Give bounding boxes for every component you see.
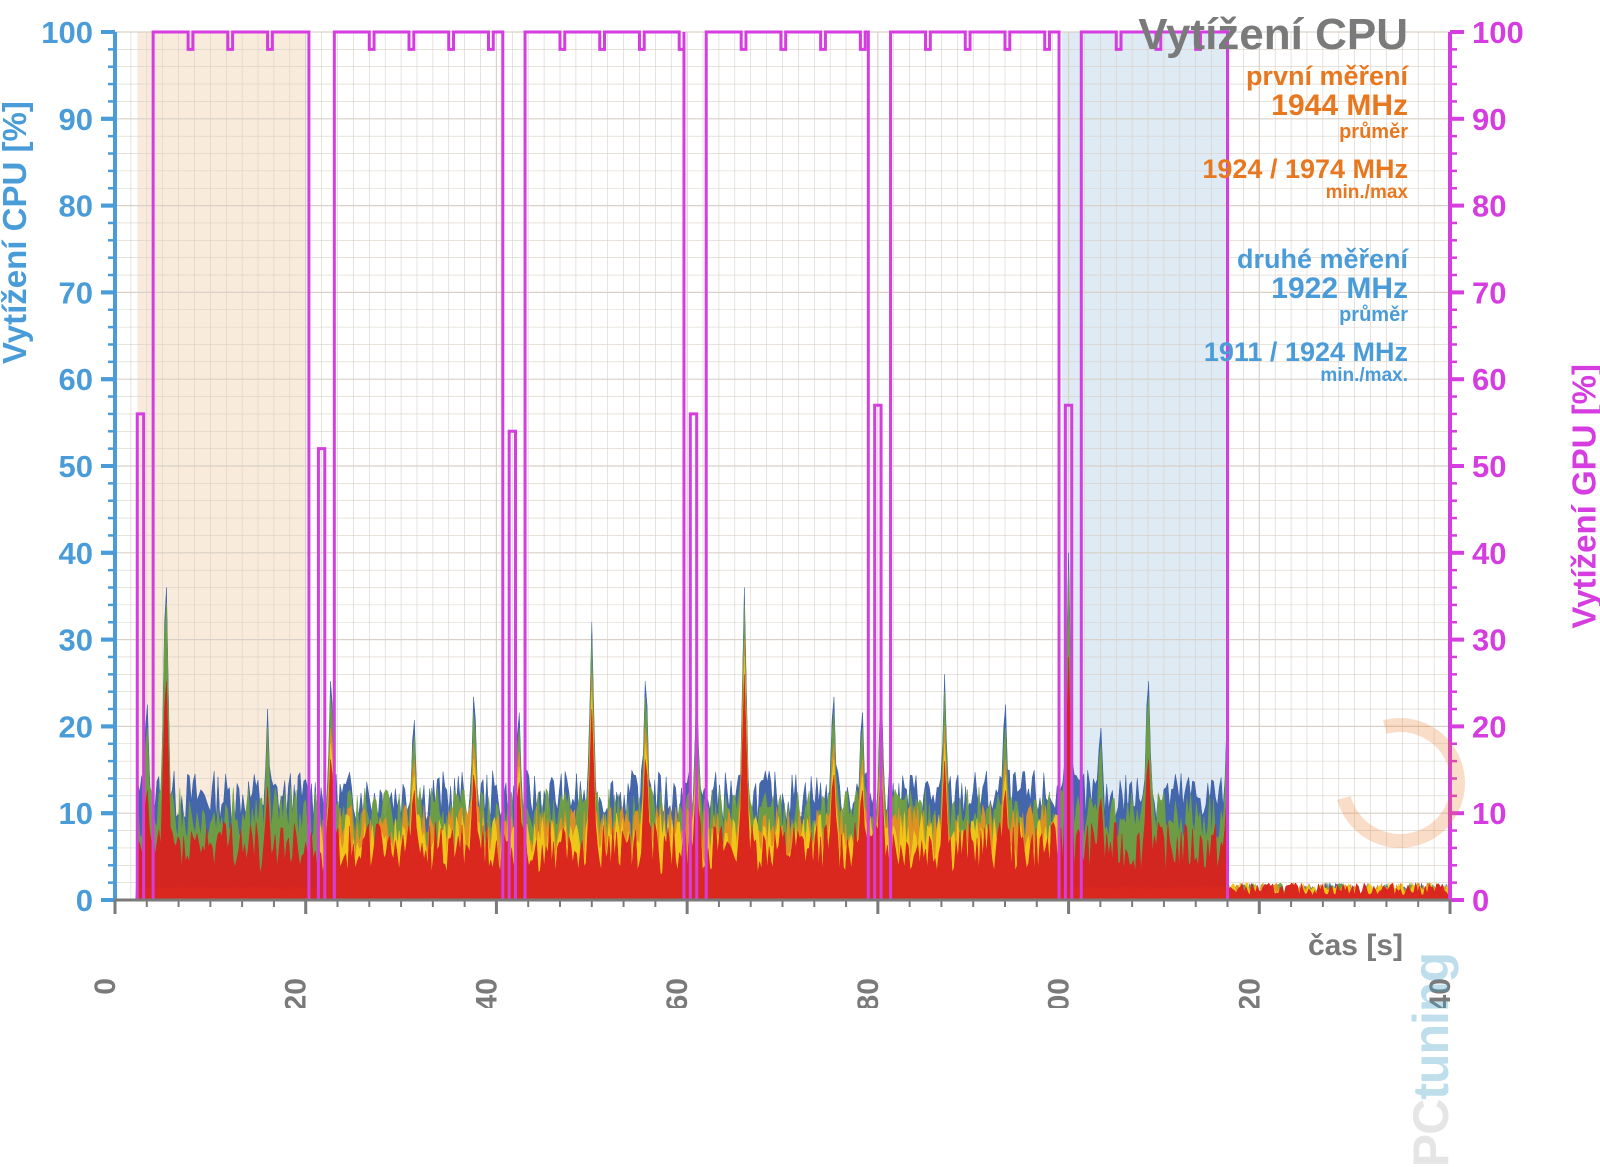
x-axis-label: čas [s] [1308, 929, 1403, 963]
svg-text:0: 0 [1472, 883, 1489, 918]
annot-first-range-label: min./max [1202, 183, 1408, 203]
annot-second-range-label: min./max. [1204, 366, 1408, 386]
svg-text:30: 30 [1472, 623, 1506, 658]
svg-text:240: 240 [470, 978, 503, 1008]
svg-text:20: 20 [59, 709, 93, 744]
svg-text:40: 40 [59, 536, 93, 571]
y-right-axis-label: Vytížení GPU [%] [1566, 364, 1600, 629]
watermark-text: PCtuning [1402, 953, 1460, 1167]
svg-text:80: 80 [1472, 189, 1506, 224]
chart-title: Vytížení CPU [1138, 10, 1408, 60]
svg-text:120: 120 [280, 978, 313, 1008]
svg-text:50: 50 [59, 449, 93, 484]
y-left-axis-label: Vytížení CPU [%] [0, 101, 34, 364]
svg-text:30: 30 [59, 623, 93, 658]
svg-text:100: 100 [1472, 15, 1524, 50]
svg-text:0: 0 [89, 978, 122, 995]
svg-text:360: 360 [661, 978, 694, 1008]
chart-container: 0 10 20 30 40 50 60 70 80 90 100 0 10 20 30 40 50 60 70 80 9… [0, 0, 1600, 1008]
svg-text:20: 20 [1472, 709, 1506, 744]
svg-text:10: 10 [59, 796, 93, 831]
annot-first-title: první měření [1202, 62, 1408, 90]
svg-text:0: 0 [76, 883, 93, 918]
annotation-first: první měření 1944 MHz průměr 1924 / 1974… [1202, 62, 1408, 203]
svg-text:10: 10 [1472, 796, 1506, 831]
svg-text:90: 90 [59, 102, 93, 137]
svg-text:60: 60 [59, 362, 93, 397]
svg-text:480: 480 [852, 978, 885, 1008]
svg-text:100: 100 [41, 15, 93, 50]
svg-text:70: 70 [1472, 275, 1506, 310]
annot-first-range: 1924 / 1974 MHz [1202, 155, 1408, 183]
svg-text:60: 60 [1472, 362, 1506, 397]
annot-second-title: druhé měření [1204, 245, 1408, 273]
svg-text:50: 50 [1472, 449, 1506, 484]
svg-text:40: 40 [1472, 536, 1506, 571]
annot-second-range: 1911 / 1924 MHz [1204, 338, 1408, 366]
svg-text:90: 90 [1472, 102, 1506, 137]
svg-text:80: 80 [59, 189, 93, 224]
annot-first-avg-label: průměr [1202, 122, 1408, 143]
svg-text:70: 70 [59, 275, 93, 310]
svg-text:720: 720 [1233, 978, 1266, 1008]
annot-first-avg: 1944 MHz [1202, 90, 1408, 122]
annot-second-avg: 1922 MHz [1204, 273, 1408, 305]
svg-text:600: 600 [1043, 978, 1076, 1008]
annotation-second: druhé měření 1922 MHz průměr 1911 / 1924… [1204, 245, 1408, 386]
annot-second-avg-label: průměr [1204, 305, 1408, 326]
